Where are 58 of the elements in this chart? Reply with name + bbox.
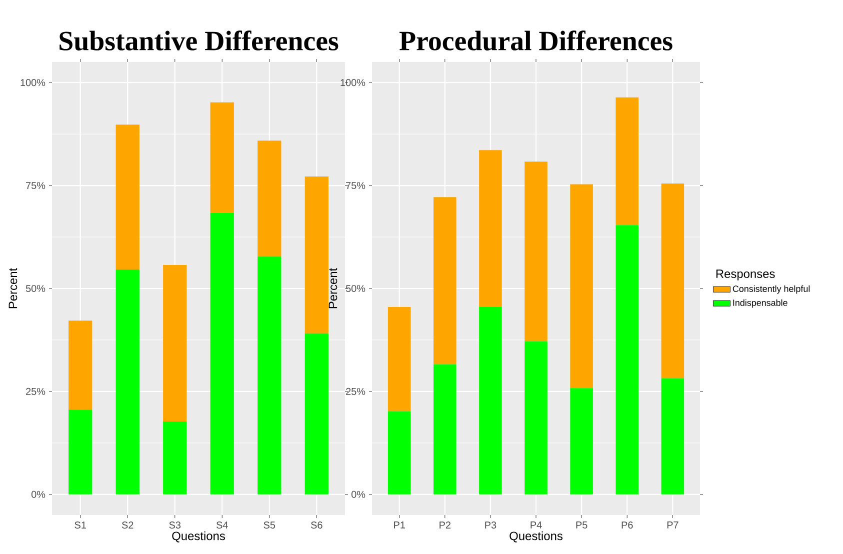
bar <box>616 225 639 494</box>
bar <box>163 422 187 494</box>
x-axis-title: Questions <box>510 531 562 542</box>
x-tick-label: P3 <box>485 522 496 529</box>
x-tick-label: S6 <box>311 522 322 529</box>
y-tick-label: 0% <box>31 490 46 498</box>
bar <box>116 270 140 494</box>
x-tick-label: P1 <box>394 522 405 528</box>
bar <box>434 364 456 494</box>
y-tick-label: 25% <box>346 388 366 395</box>
bar <box>479 307 502 494</box>
bar <box>570 184 593 388</box>
bar <box>434 197 456 364</box>
bar <box>388 307 411 412</box>
bar <box>304 333 328 494</box>
bar <box>116 124 140 270</box>
x-tick-label: S4 <box>216 522 228 529</box>
y-tick-label: 75% <box>346 182 366 190</box>
x-tick-label: S3 <box>169 522 181 529</box>
x-tick-label: P6 <box>622 522 633 529</box>
bar <box>304 176 328 334</box>
bar <box>661 378 684 494</box>
y-tick-label: 100% <box>340 79 366 86</box>
bar <box>570 388 593 494</box>
x-tick-label: P5 <box>576 522 588 528</box>
chart-title: Substantive Differences <box>60 30 338 50</box>
x-tick-label: P2 <box>440 522 450 528</box>
y-tick-label: 100% <box>20 79 46 86</box>
bar <box>258 256 282 494</box>
y-tick-label: 50% <box>26 284 46 292</box>
x-tick-label: S1 <box>74 522 86 529</box>
y-tick-label: 75% <box>26 182 46 190</box>
bar <box>68 320 92 410</box>
bar <box>68 410 92 494</box>
x-tick-label: S5 <box>264 522 276 529</box>
bar <box>258 140 282 256</box>
x-tick-label: P4 <box>530 522 542 528</box>
y-tick-label: 25% <box>26 388 46 395</box>
bar <box>661 183 684 378</box>
bar <box>524 341 548 494</box>
legend-title: Responses <box>716 270 775 280</box>
chart-title: Procedural Differences <box>400 30 672 50</box>
y-tick-label: 50% <box>346 284 366 292</box>
legend-label: Indispensable <box>733 299 788 308</box>
y-tick-label: 0% <box>351 490 366 498</box>
x-tick-label: S2 <box>122 522 134 529</box>
x-axis-title: Questions <box>172 531 225 542</box>
bar <box>388 411 411 494</box>
bar <box>210 212 234 494</box>
bar <box>163 265 187 422</box>
y-axis-title: Percent <box>328 268 338 308</box>
y-axis-title: Percent <box>8 268 18 308</box>
bar <box>479 150 502 308</box>
legend-label: Consistently helpful <box>732 285 810 294</box>
bar <box>524 162 548 342</box>
bar <box>616 97 639 226</box>
bar <box>210 102 234 213</box>
x-tick-label: P7 <box>667 522 678 528</box>
